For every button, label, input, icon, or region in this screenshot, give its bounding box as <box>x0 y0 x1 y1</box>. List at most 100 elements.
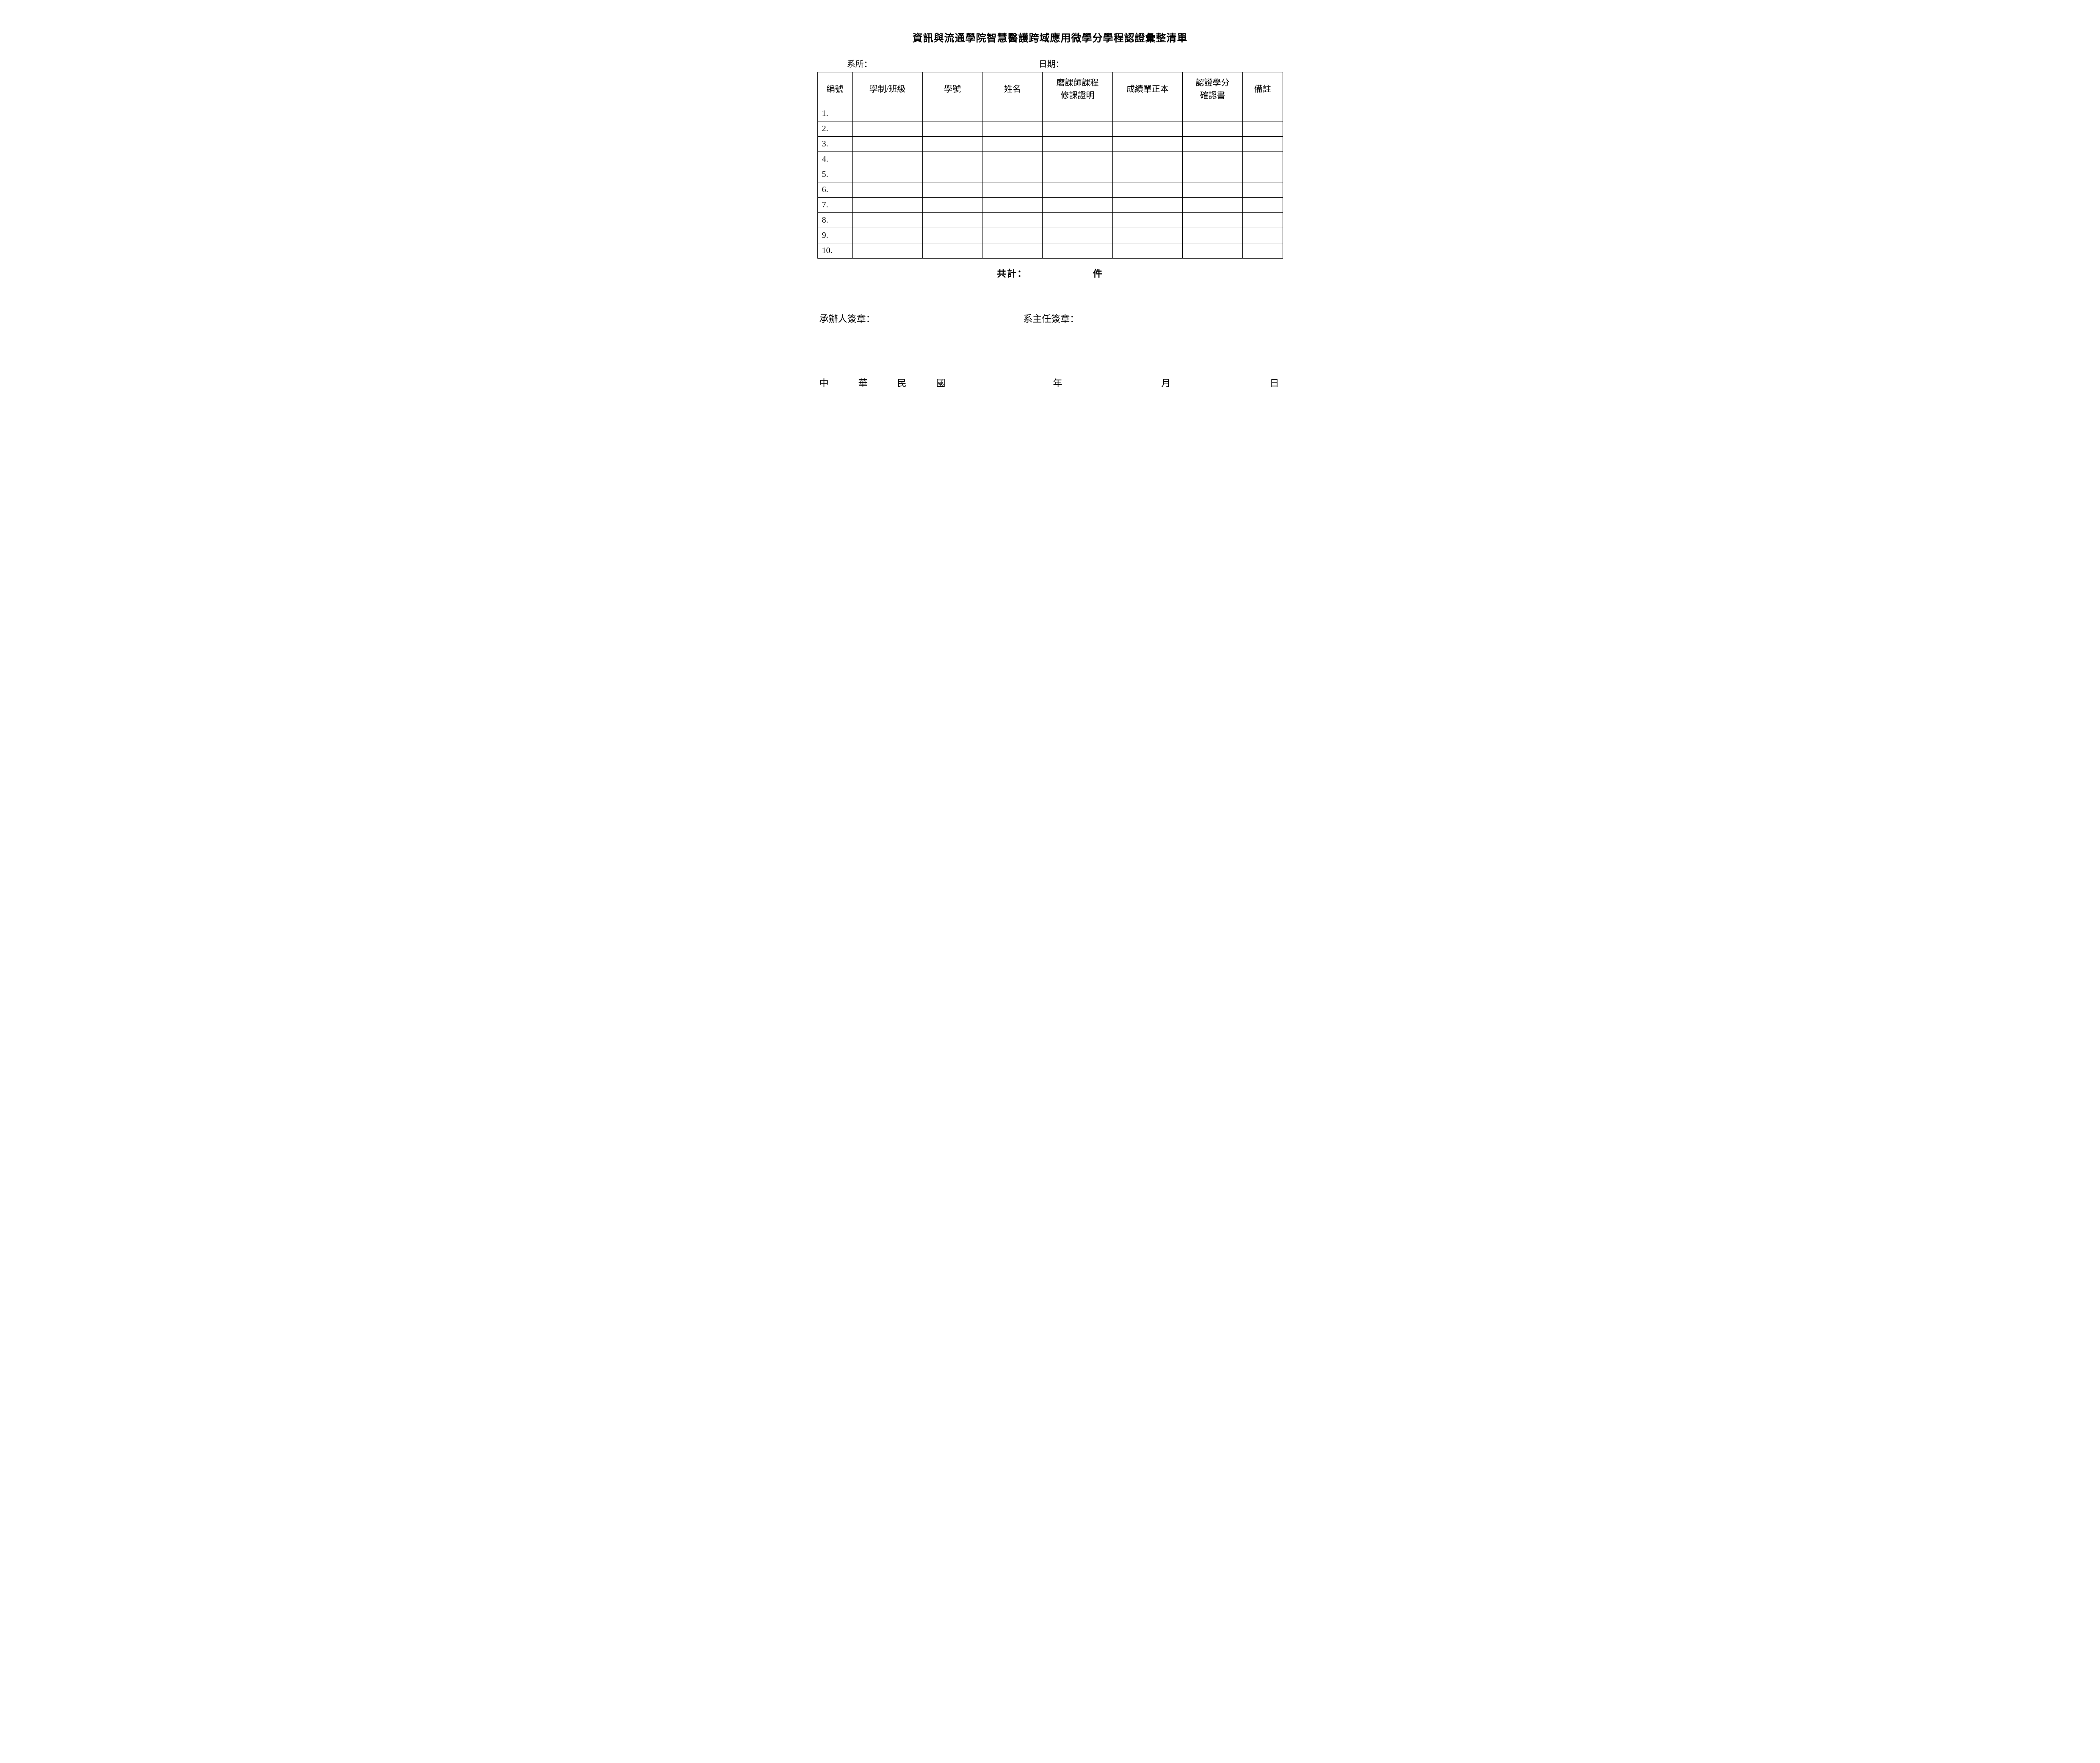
row-number-cell: 9. <box>817 228 853 243</box>
table-cell <box>1112 152 1182 167</box>
signature-row: 承辦人簽章： 系主任簽章： <box>817 311 1283 325</box>
table-cell <box>1043 106 1112 121</box>
table-cell <box>1112 243 1182 259</box>
table-cell <box>982 121 1043 137</box>
checklist-table: 編號學制/班級學號姓名磨課師課程修課證明成績單正本認證學分確認書備註 1.2.3… <box>817 72 1283 259</box>
table-cell <box>1043 228 1112 243</box>
table-cell <box>1112 182 1182 198</box>
table-cell <box>853 137 922 152</box>
table-cell <box>1183 198 1243 213</box>
row-number-cell: 7. <box>817 198 853 213</box>
table-cell <box>1242 228 1283 243</box>
table-cell <box>982 243 1043 259</box>
row-number-cell: 4. <box>817 152 853 167</box>
table-cell <box>922 243 982 259</box>
total-row: 共計： 件 <box>817 266 1283 280</box>
table-cell <box>922 182 982 198</box>
table-row: 7. <box>817 198 1283 213</box>
table-header-cell: 認證學分確認書 <box>1183 72 1243 106</box>
table-cell <box>982 137 1043 152</box>
table-cell <box>1183 182 1243 198</box>
table-cell <box>1043 152 1112 167</box>
table-cell <box>853 121 922 137</box>
table-cell <box>1183 243 1243 259</box>
table-cell <box>1242 167 1283 182</box>
table-cell <box>982 228 1043 243</box>
table-body: 1.2.3.4.5.6.7.8.9.10. <box>817 106 1283 259</box>
table-cell <box>922 167 982 182</box>
total-suffix: 件 <box>1093 268 1103 279</box>
table-header-cell: 成績單正本 <box>1112 72 1182 106</box>
table-cell <box>853 198 922 213</box>
table-cell <box>1183 152 1243 167</box>
table-cell <box>1112 106 1182 121</box>
table-cell <box>982 213 1043 228</box>
table-row: 1. <box>817 106 1283 121</box>
table-cell <box>1043 243 1112 259</box>
table-cell <box>1242 213 1283 228</box>
table-cell <box>922 137 982 152</box>
date-month: 月 <box>1161 376 1172 389</box>
table-cell <box>1183 228 1243 243</box>
table-cell <box>1043 213 1112 228</box>
table-cell <box>1183 106 1243 121</box>
table-header-cell: 學制/班級 <box>853 72 922 106</box>
table-row: 3. <box>817 137 1283 152</box>
table-cell <box>853 243 922 259</box>
roc-date-row: 中 華 民 國 年 月 日 <box>817 376 1283 389</box>
table-cell <box>1242 198 1283 213</box>
row-number-cell: 10. <box>817 243 853 259</box>
document-page: 資訊與流通學院智慧醫護跨域應用微學分學程認證彙整清單 系所： 日期： 編號學制/… <box>817 30 1283 389</box>
table-cell <box>853 228 922 243</box>
table-cell <box>1183 167 1243 182</box>
table-cell <box>1043 182 1112 198</box>
table-row: 4. <box>817 152 1283 167</box>
table-cell <box>922 152 982 167</box>
table-cell <box>1112 213 1182 228</box>
table-cell <box>1242 137 1283 152</box>
table-cell <box>1242 243 1283 259</box>
page-title: 資訊與流通學院智慧醫護跨域應用微學分學程認證彙整清單 <box>817 30 1283 44</box>
table-row: 8. <box>817 213 1283 228</box>
table-cell <box>1183 213 1243 228</box>
table-cell <box>1043 198 1112 213</box>
table-cell <box>853 106 922 121</box>
table-row: 9. <box>817 228 1283 243</box>
table-cell <box>853 213 922 228</box>
row-number-cell: 6. <box>817 182 853 198</box>
table-cell <box>1043 121 1112 137</box>
row-number-cell: 3. <box>817 137 853 152</box>
table-cell <box>853 182 922 198</box>
table-cell <box>1242 182 1283 198</box>
table-cell <box>1242 106 1283 121</box>
table-cell <box>1043 167 1112 182</box>
date-year: 年 <box>1053 376 1064 389</box>
table-cell <box>1112 167 1182 182</box>
dept-label: 系所： <box>847 57 1039 69</box>
table-header-cell: 磨課師課程修課證明 <box>1043 72 1112 106</box>
table-cell <box>922 213 982 228</box>
table-cell <box>982 182 1043 198</box>
table-cell <box>982 167 1043 182</box>
table-cell <box>922 121 982 137</box>
row-number-cell: 5. <box>817 167 853 182</box>
table-cell <box>1112 198 1182 213</box>
table-cell <box>1183 121 1243 137</box>
table-cell <box>982 106 1043 121</box>
table-cell <box>1043 137 1112 152</box>
table-cell <box>1112 121 1182 137</box>
table-cell <box>982 152 1043 167</box>
table-cell <box>1242 121 1283 137</box>
table-row: 6. <box>817 182 1283 198</box>
table-cell <box>853 167 922 182</box>
table-cell <box>982 198 1043 213</box>
table-header-row: 編號學制/班級學號姓名磨課師課程修課證明成績單正本認證學分確認書備註 <box>817 72 1283 106</box>
row-number-cell: 1. <box>817 106 853 121</box>
table-cell <box>1112 228 1182 243</box>
table-cell <box>1112 137 1182 152</box>
table-row: 10. <box>817 243 1283 259</box>
date-day: 日 <box>1269 376 1280 389</box>
table-header-cell: 編號 <box>817 72 853 106</box>
chair-signature-label: 系主任簽章： <box>1023 311 1283 325</box>
date-country: 中 華 民 國 <box>820 376 956 389</box>
